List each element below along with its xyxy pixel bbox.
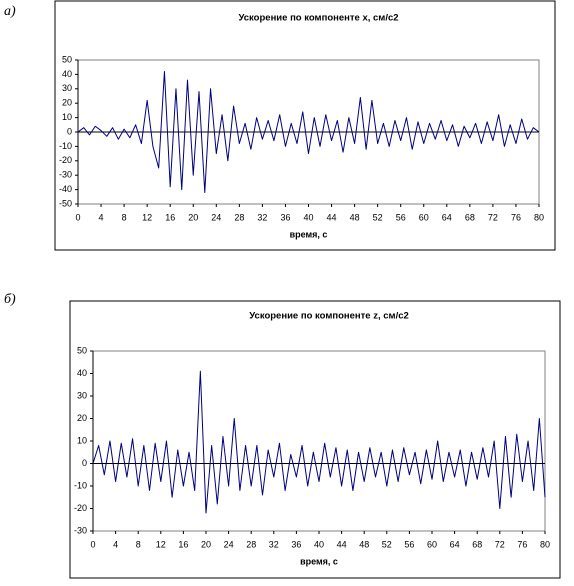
x-tick-label: 72	[488, 212, 498, 222]
chart-title: Ускорение по компоненте z, см/с2	[249, 311, 409, 322]
y-tick-label: 20	[62, 98, 72, 108]
x-tick-label: 64	[442, 212, 452, 222]
y-tick-label: -10	[59, 141, 72, 151]
x-tick-label: 60	[419, 212, 429, 222]
x-tick-label: 32	[269, 539, 279, 549]
y-tick-label: 50	[77, 345, 87, 355]
x-tick-label: 68	[472, 539, 482, 549]
x-tick-label: 8	[136, 539, 141, 549]
x-tick-label: 0	[90, 539, 95, 549]
chart-frame	[69, 300, 561, 579]
x-tick-label: 0	[75, 212, 80, 222]
x-tick-label: 16	[178, 539, 188, 549]
x-tick-label: 16	[165, 212, 175, 222]
x-tick-label: 44	[327, 212, 337, 222]
x-tick-label: 40	[314, 539, 324, 549]
x-tick-label: 40	[303, 212, 313, 222]
y-tick-label: 0	[67, 126, 72, 136]
y-tick-label: 20	[77, 413, 87, 423]
y-tick-label: -30	[74, 525, 87, 535]
y-tick-label: -20	[74, 503, 87, 513]
y-tick-label: 40	[62, 69, 72, 79]
x-tick-label: 32	[257, 212, 267, 222]
y-tick-label: 10	[62, 112, 72, 122]
x-tick-label: 12	[156, 539, 166, 549]
x-tick-label: 64	[450, 539, 460, 549]
y-tick-label: -30	[59, 170, 72, 180]
x-tick-label: 20	[201, 539, 211, 549]
x-axis-label: время, с	[300, 556, 338, 566]
x-tick-label: 48	[359, 539, 369, 549]
x-tick-label: 76	[517, 539, 527, 549]
y-tick-label: 10	[77, 435, 87, 445]
x-tick-label: 80	[534, 212, 544, 222]
x-tick-label: 56	[404, 539, 414, 549]
x-tick-label: 4	[99, 212, 104, 222]
y-tick-label: 50	[62, 54, 72, 64]
x-tick-label: 28	[234, 212, 244, 222]
y-tick-label: 40	[77, 368, 87, 378]
x-tick-label: 80	[540, 539, 550, 549]
x-tick-label: 60	[427, 539, 437, 549]
x-tick-label: 24	[224, 539, 234, 549]
x-tick-label: 72	[495, 539, 505, 549]
data-line	[77, 71, 540, 193]
x-tick-label: 48	[350, 212, 360, 222]
panel-label: б)	[4, 292, 16, 307]
y-tick-label: -50	[59, 198, 72, 208]
x-tick-label: 28	[246, 539, 256, 549]
y-tick-label: -40	[59, 184, 72, 194]
x-tick-label: 52	[382, 539, 392, 549]
y-tick-label: 30	[62, 83, 72, 93]
x-tick-label: 76	[511, 212, 521, 222]
x-tick-label: 68	[465, 212, 475, 222]
x-tick-label: 20	[188, 212, 198, 222]
data-line	[92, 370, 546, 514]
chart-title: Ускорение по компоненте x, см/с2	[238, 13, 398, 24]
x-tick-label: 24	[211, 212, 221, 222]
x-tick-label: 44	[337, 539, 347, 549]
y-tick-label: -20	[59, 155, 72, 165]
y-tick-label: -10	[74, 480, 87, 490]
x-tick-label: 56	[396, 212, 406, 222]
x-tick-label: 52	[373, 212, 383, 222]
x-axis-label: время, с	[290, 229, 328, 239]
y-tick-label: 0	[82, 458, 87, 468]
x-tick-label: 36	[291, 539, 301, 549]
x-tick-label: 8	[122, 212, 127, 222]
panel-label: а)	[4, 4, 16, 19]
x-tick-label: 4	[113, 539, 118, 549]
x-tick-label: 36	[280, 212, 290, 222]
y-tick-label: 30	[77, 390, 87, 400]
x-tick-label: 12	[142, 212, 152, 222]
